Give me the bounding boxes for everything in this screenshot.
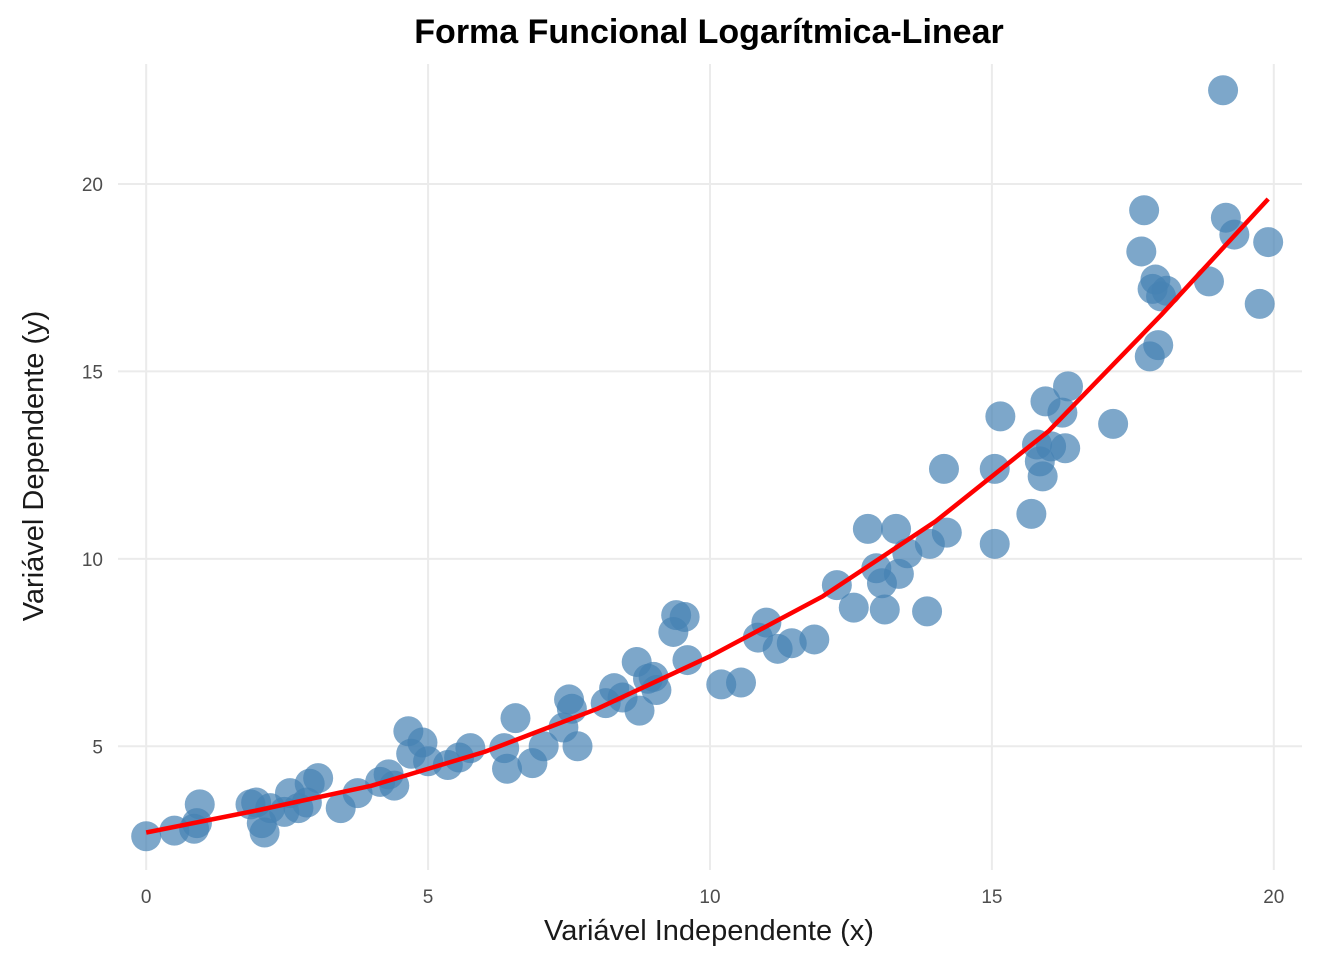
fit-curve (145, 197, 1270, 835)
data-point (1253, 227, 1284, 258)
data-point (1151, 275, 1182, 306)
chart-title: Forma Funcional Logarítmica-Linear (414, 13, 1003, 51)
data-point (928, 453, 959, 484)
data-point (672, 645, 703, 676)
data-point (184, 789, 215, 820)
data-point (912, 596, 943, 627)
data-point (726, 667, 757, 698)
x-tick-label: 10 (699, 887, 720, 908)
data-point (1098, 408, 1129, 439)
data-point (669, 601, 700, 632)
data-point (869, 594, 900, 625)
data-points (131, 75, 1284, 852)
data-point (528, 731, 559, 762)
data-point (1027, 461, 1058, 492)
data-point (1193, 266, 1224, 297)
grid-lines (118, 64, 1302, 870)
data-point (979, 528, 1010, 559)
data-point (852, 513, 883, 544)
x-axis-label: Variável Independente (x) (544, 915, 874, 947)
data-point (881, 513, 912, 544)
x-tick-label: 15 (981, 887, 1002, 908)
data-point (985, 401, 1016, 432)
data-point (624, 695, 655, 726)
data-point (838, 592, 869, 623)
data-point (931, 517, 962, 548)
data-point (303, 763, 334, 794)
data-point (1244, 288, 1275, 319)
data-point (1047, 397, 1078, 428)
axis-ticks: 0 5 10 15 20 5 10 15 20 (82, 175, 1285, 908)
data-point (979, 453, 1010, 484)
y-tick-label: 10 (82, 550, 103, 571)
data-point (1208, 75, 1239, 106)
data-point (1050, 433, 1081, 464)
data-point (799, 624, 830, 655)
data-point (1126, 236, 1157, 267)
data-point (131, 821, 162, 852)
data-point (776, 628, 807, 659)
data-point (1129, 195, 1160, 226)
y-tick-label: 20 (82, 175, 103, 196)
y-axis-label: Variável Dependente (y) (18, 311, 50, 622)
data-point (1016, 498, 1047, 529)
y-tick-label: 5 (92, 737, 103, 758)
y-tick-label: 15 (82, 362, 103, 383)
x-tick-label: 0 (141, 887, 152, 908)
data-point (562, 731, 593, 762)
data-point (500, 703, 531, 734)
data-point (1053, 371, 1084, 402)
x-tick-label: 5 (423, 887, 434, 908)
data-point (492, 753, 523, 784)
regression-line (145, 197, 1270, 835)
x-tick-label: 20 (1263, 887, 1284, 908)
data-point (249, 817, 280, 848)
data-point (1143, 330, 1174, 361)
